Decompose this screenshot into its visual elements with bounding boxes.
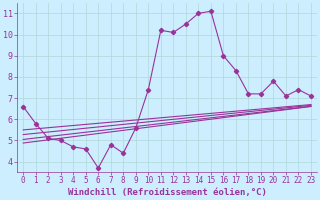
X-axis label: Windchill (Refroidissement éolien,°C): Windchill (Refroidissement éolien,°C) [68,188,267,197]
